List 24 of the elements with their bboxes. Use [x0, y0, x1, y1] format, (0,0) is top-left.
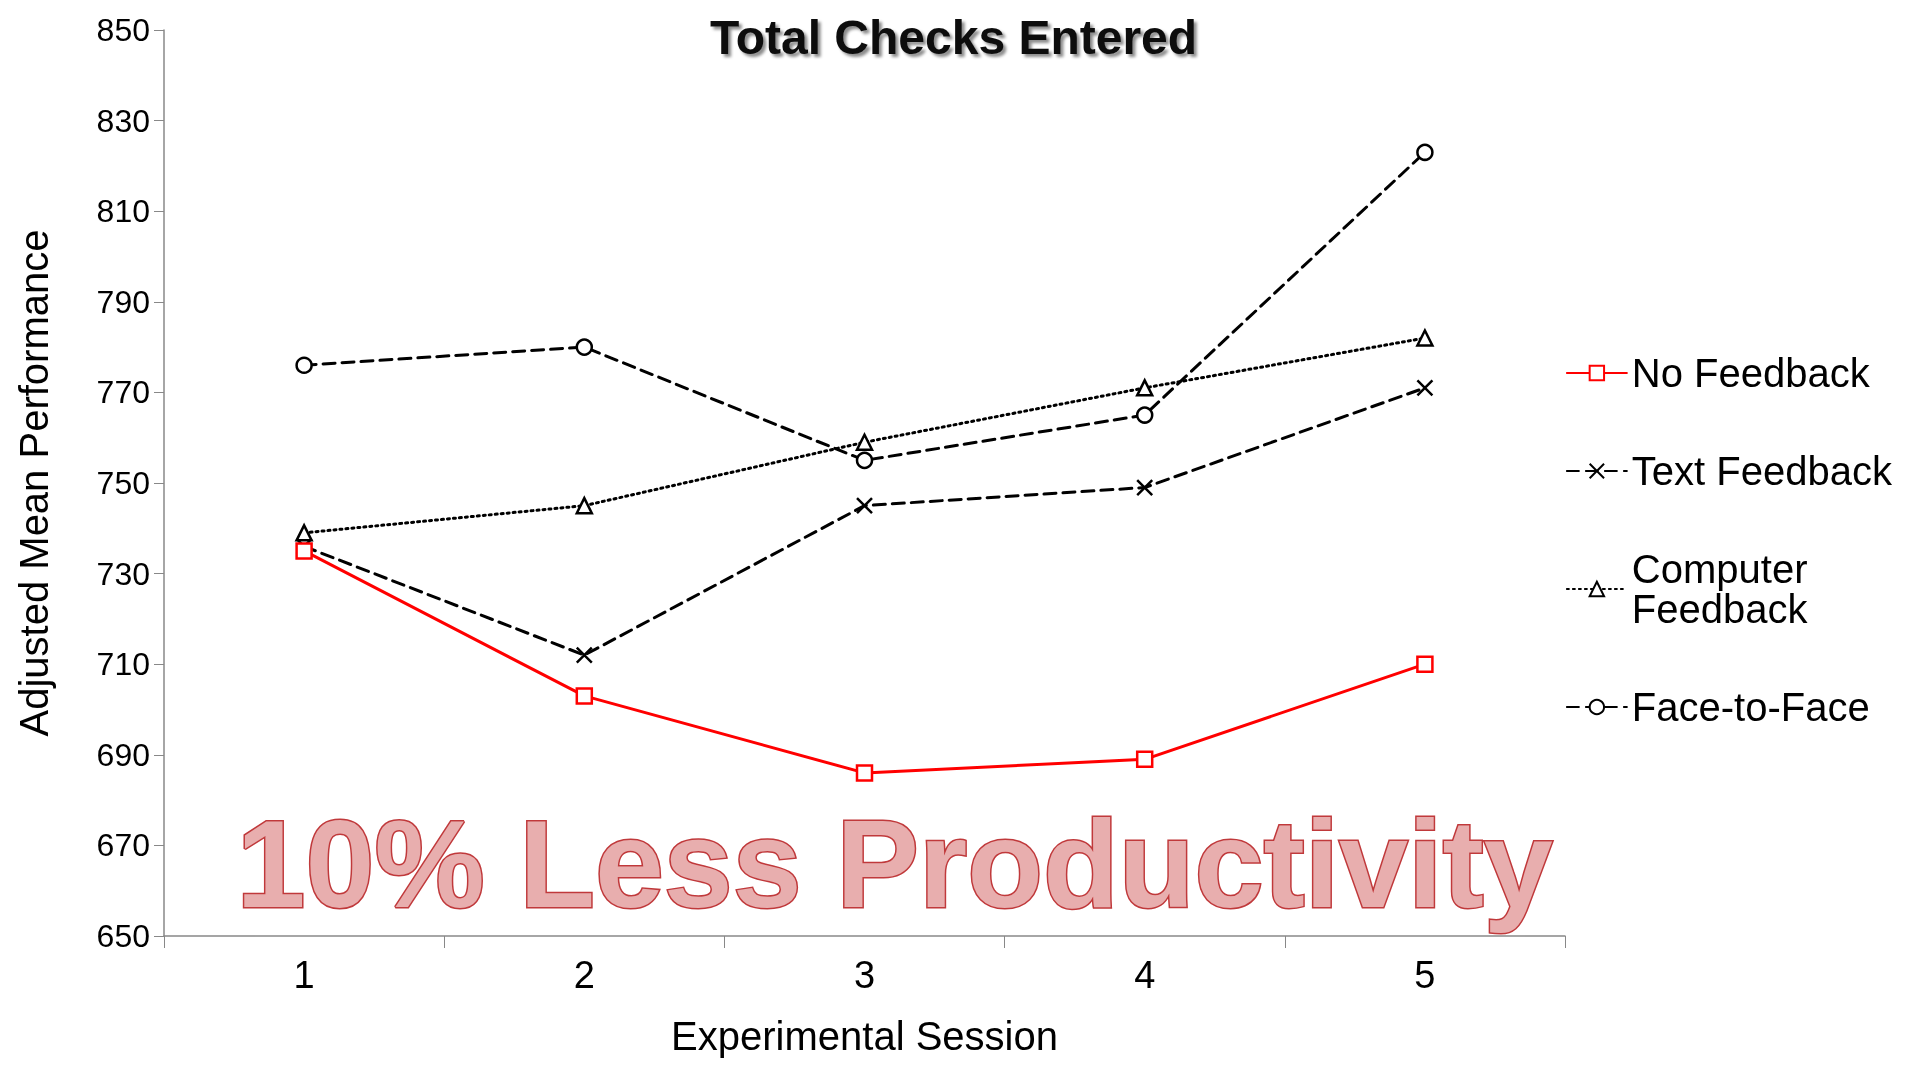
- chart-title: Total Checks Entered: [709, 10, 1198, 64]
- y-tick-label: 750: [96, 465, 150, 501]
- legend-label: Face-to-Face: [1631, 685, 1870, 729]
- x-tick-label: 2: [573, 954, 595, 996]
- y-tick-label: 670: [96, 827, 150, 864]
- y-tick-label: 770: [96, 374, 150, 411]
- annotation: 10% Less Productivity: [236, 794, 1553, 933]
- x-tick-label: 5: [1414, 954, 1436, 996]
- y-tick-label: 690: [96, 736, 150, 773]
- legend-label: Computer Feedback: [1631, 547, 1819, 631]
- y-axis-title: Adjusted Mean Performance: [12, 229, 56, 737]
- x-tick-label: 1: [293, 954, 315, 996]
- legend-label: Text Feedback: [1631, 449, 1893, 493]
- y-tick-label: 650: [96, 918, 150, 954]
- x-axis-title: Experimental Session: [671, 1014, 1058, 1058]
- y-tick-label: 810: [96, 193, 150, 230]
- legend-label: No Feedback: [1631, 351, 1871, 395]
- y-tick-label: 830: [96, 102, 150, 139]
- y-tick-label: 850: [96, 12, 150, 48]
- x-tick-label: 4: [1134, 954, 1156, 996]
- y-tick-label: 790: [96, 283, 150, 320]
- y-tick-label: 710: [96, 646, 150, 683]
- x-tick-label: 3: [853, 954, 876, 996]
- y-tick-label: 730: [96, 555, 150, 592]
